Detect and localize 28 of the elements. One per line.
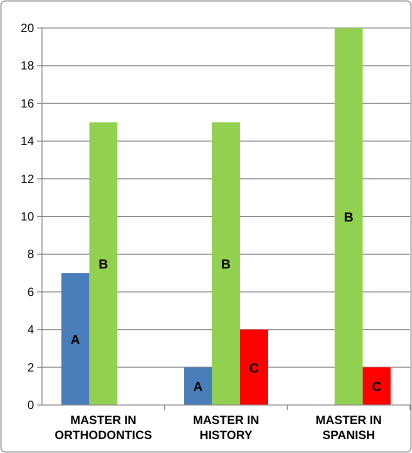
y-tick-label: 2	[27, 360, 34, 374]
text: C	[372, 379, 382, 394]
x-tick-label: MASTER IN HISTORY	[193, 413, 259, 442]
bar	[184, 367, 212, 405]
y-tick-label: 20	[20, 21, 34, 35]
y-tick-label: 4	[27, 322, 34, 337]
bar	[362, 367, 391, 405]
y-tick-label: 8	[27, 247, 34, 262]
bar	[61, 273, 90, 405]
bar	[334, 28, 363, 405]
text: B	[221, 256, 231, 272]
y-tick-label: 0	[27, 398, 34, 412]
x-tick-label: MASTER IN SPANISH	[316, 413, 382, 442]
y-tick-label: 16	[20, 96, 34, 110]
series-label: C	[249, 360, 260, 376]
y-tick-label: 6	[27, 284, 34, 299]
series-label: A	[70, 332, 81, 348]
x-tick-label: MASTER IN ORTHODONTICS	[54, 413, 152, 442]
y-tick-label: 10	[20, 210, 34, 224]
bar	[212, 122, 240, 405]
text: B	[344, 210, 354, 224]
series-label: B	[98, 256, 108, 272]
bar	[240, 330, 268, 405]
y-tick-label: 12	[20, 172, 34, 186]
y-tick-label: 18	[20, 58, 34, 73]
y-tick-label: 14	[20, 134, 34, 148]
text: A	[193, 379, 203, 394]
bar	[89, 122, 118, 405]
